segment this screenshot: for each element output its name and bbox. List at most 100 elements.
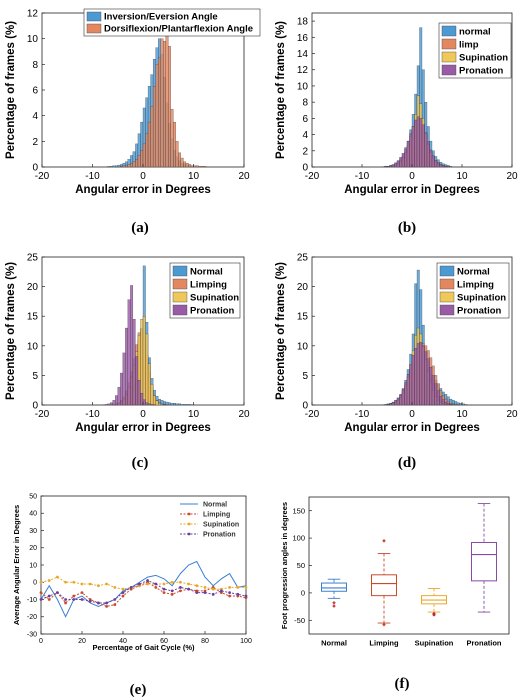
histogram-bar (105, 404, 108, 405)
y-tick-label: 6 (302, 114, 308, 125)
histogram-bar (434, 160, 438, 167)
histogram-bar (424, 351, 428, 405)
box (471, 541, 497, 582)
histogram-bar (183, 161, 187, 167)
panel-label-a: (a) (131, 220, 149, 236)
histogram-bar (140, 393, 144, 405)
histogram-bar (414, 119, 418, 167)
outlier-point (382, 622, 386, 627)
histogram-bar (436, 162, 440, 167)
histogram-bar (160, 38, 164, 167)
histogram-bar (117, 387, 121, 405)
legend-label: Supination (457, 293, 506, 304)
histogram-bar (180, 157, 184, 167)
category-label: Pronation (467, 639, 502, 648)
legend-label: Pronation (190, 306, 235, 317)
x-tick-label: -10 (85, 171, 100, 182)
x-axis-label: Angular error in Degrees (75, 184, 210, 196)
histogram-bar (431, 155, 435, 167)
histogram-bar (165, 28, 169, 167)
y-tick-label: 20 (29, 545, 37, 552)
histogram-bar (185, 163, 189, 167)
legend-marker (187, 522, 191, 526)
legend-swatch (172, 278, 188, 290)
series-point (203, 591, 207, 594)
series-point (47, 598, 51, 601)
series-point (146, 579, 150, 582)
series-point (228, 586, 232, 589)
series-point (179, 580, 182, 584)
histogram-bar (406, 374, 410, 405)
series-point (105, 605, 108, 608)
histogram-bar (175, 403, 179, 405)
series-line (40, 581, 247, 607)
histogram-bar (396, 160, 400, 167)
histogram-bar (386, 404, 390, 405)
histogram-bar (175, 141, 179, 167)
x-tick-label: 20 (78, 638, 86, 645)
y-tick-label: 12 (27, 9, 39, 20)
histogram-bar (132, 161, 136, 167)
series-line (40, 560, 247, 618)
outlier-point (332, 604, 336, 608)
histogram-bar (188, 404, 192, 405)
x-tick-label: 80 (201, 638, 209, 645)
outlier-point (382, 539, 386, 543)
histogram-bar (180, 404, 184, 405)
histogram-bar (120, 166, 123, 167)
histogram-bar (178, 403, 182, 405)
histogram-bar (135, 159, 139, 167)
histogram-bar (115, 395, 118, 405)
panel-label-b: (b) (398, 220, 416, 236)
histogram-bar (409, 364, 413, 405)
histogram-bar (137, 155, 141, 167)
histogram-bar (145, 133, 149, 167)
series-point (64, 580, 67, 584)
histogram-bar (127, 299, 131, 405)
series-point (236, 586, 240, 589)
legend-label: Supination (203, 522, 239, 529)
y-tick-label: 10 (27, 341, 39, 352)
legend-swatch (172, 291, 188, 303)
histogram-bar (414, 348, 418, 405)
y-tick-label: 20 (27, 282, 39, 293)
histogram-bar (115, 165, 118, 167)
histogram-bar (110, 402, 113, 405)
x-tick-label: 20 (238, 171, 250, 182)
histogram-bar (140, 319, 144, 405)
legend-swatch (86, 11, 102, 22)
x-tick-label: 0 (409, 409, 415, 420)
legend-swatch (86, 23, 102, 34)
histogram-bar (107, 403, 111, 405)
series-point (170, 592, 174, 596)
series-point (203, 586, 207, 589)
histogram-bar (434, 383, 438, 405)
series-point (162, 591, 166, 594)
histogram-panel: -20 -10 0 10 20 0 2 4 6 8 10 12 14 16 18 Angular error … (275, 12, 518, 196)
histogram-bar (404, 382, 408, 405)
histogram-bar (461, 403, 465, 405)
series-point (39, 580, 43, 584)
series-point (113, 598, 117, 601)
series-line (40, 576, 246, 590)
series-point (170, 580, 174, 584)
y-tick-label: 5 (302, 371, 308, 382)
series-point (211, 592, 215, 596)
y-tick-label: -20 (27, 614, 37, 621)
series-point (129, 586, 133, 589)
histogram-bar (127, 164, 131, 167)
histogram-bar (439, 395, 443, 405)
x-axis-label: Angular error in Degrees (75, 422, 210, 434)
y-axis-label: Percentage of frames (%) (5, 262, 17, 400)
histogram-bar (394, 400, 398, 405)
category-label: Supination (415, 639, 454, 648)
histogram-bar (155, 400, 159, 405)
histogram-panel: -20 -10 0 10 20 0 5 10 15 20 25 Angular error in De… (275, 253, 518, 435)
histogram-bar (449, 403, 453, 405)
series-point (39, 598, 43, 601)
histogram-bar (117, 164, 121, 167)
series-point (228, 594, 232, 598)
y-tick-label: 0 (301, 589, 305, 598)
histogram-bar (142, 143, 146, 167)
outlier-point (432, 613, 436, 617)
